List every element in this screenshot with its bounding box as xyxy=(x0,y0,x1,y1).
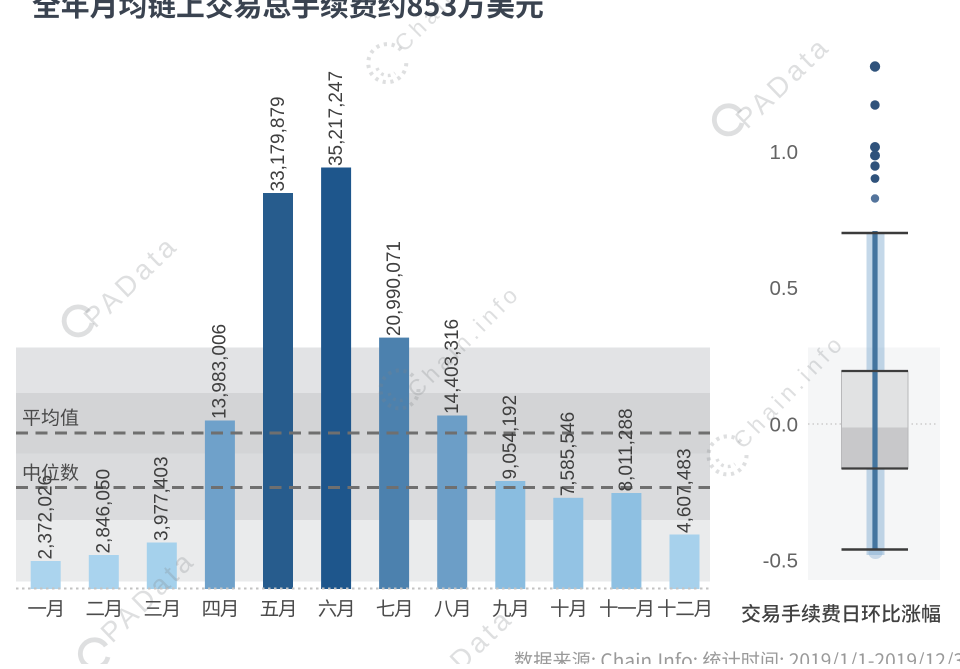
svg-text:20,990,071: 20,990,071 xyxy=(384,241,405,336)
svg-text:35,217,247: 35,217,247 xyxy=(326,71,347,166)
svg-text:PAData: PAData xyxy=(413,602,520,664)
svg-text:3,977,403: 3,977,403 xyxy=(152,456,173,541)
svg-text:4,607,483: 4,607,483 xyxy=(674,448,695,533)
svg-text:2,372,026: 2,372,026 xyxy=(36,475,57,560)
svg-text:PAData: PAData xyxy=(730,30,837,135)
svg-text:9,054,192: 9,054,192 xyxy=(500,395,521,480)
svg-text:1.0: 1.0 xyxy=(770,141,799,164)
svg-text:2,846,050: 2,846,050 xyxy=(94,469,115,554)
svg-text:0.0: 0.0 xyxy=(770,413,799,436)
svg-text:0.5: 0.5 xyxy=(770,277,799,300)
svg-text:7,585,546: 7,585,546 xyxy=(558,412,579,497)
svg-text:PAData: PAData xyxy=(78,229,185,334)
svg-text:13,983,006: 13,983,006 xyxy=(210,324,231,419)
svg-text:-0.5: -0.5 xyxy=(763,550,798,573)
svg-text:Chain.info: Chain.info xyxy=(389,0,512,57)
svg-text:8,011,288: 8,011,288 xyxy=(616,408,637,491)
svg-text:33,179,879: 33,179,879 xyxy=(268,96,289,191)
svg-text:14,403,316: 14,403,316 xyxy=(442,319,463,414)
